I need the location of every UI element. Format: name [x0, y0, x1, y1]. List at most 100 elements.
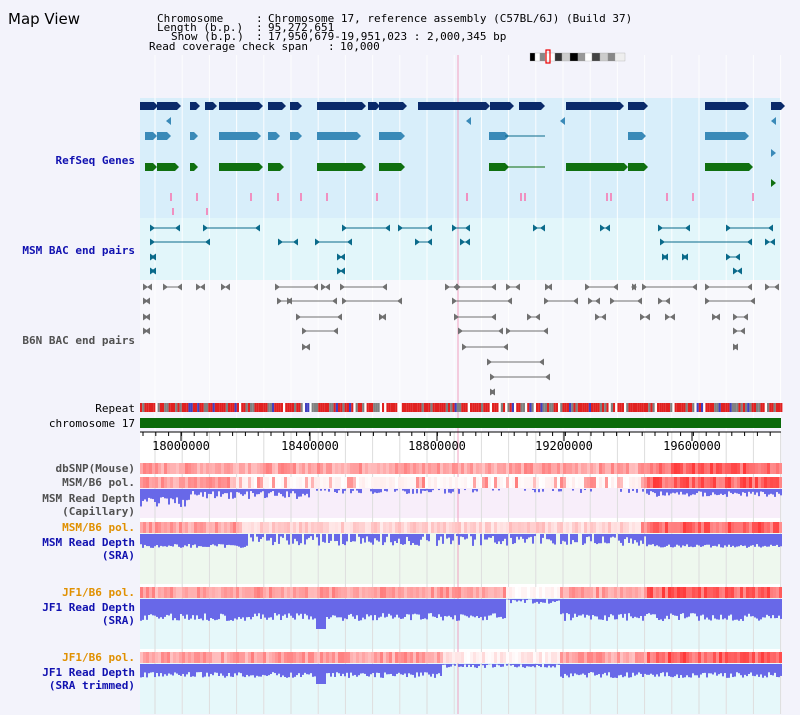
jf1-trim-depth-bar [526, 664, 528, 667]
msm-b6-pol-segment [296, 477, 299, 488]
jf1-b6-pol-segment [299, 652, 302, 663]
msm-b6-pol-segment [665, 477, 668, 488]
msm-cap-depth-bar [688, 489, 690, 497]
repeat-segment [291, 403, 294, 412]
msm-b6-pol-segment [455, 522, 458, 533]
repeat-segment [192, 403, 195, 412]
msm-b6-pol-segment [521, 477, 524, 488]
track-label-msm-bac[interactable]: MSM BAC end pairs [22, 244, 135, 257]
msm-b6-pol-segment [647, 477, 650, 488]
dbsnp-segment [506, 463, 509, 474]
jf1-trim-depth-bar [704, 664, 706, 673]
msm-b6-pol-segment [638, 522, 641, 533]
jf1-b6-pol-segment [779, 652, 782, 663]
jf1-trim-depth-bar [758, 664, 760, 677]
refseq-gene [190, 132, 194, 140]
b6n-bac-pair-end [642, 283, 647, 291]
repeat-segment [311, 403, 314, 412]
repeat-segment [767, 403, 770, 412]
axis-tick-label: 19200000 [535, 439, 593, 453]
msm-b6-pol-segment [578, 522, 581, 533]
jf1-b6-pol-segment [419, 652, 422, 663]
track-label-msm-b6-pol-2[interactable]: MSM/B6 pol. [62, 521, 135, 534]
jf1-trim-depth-bar [764, 664, 766, 676]
msm-b6-pol-segment [590, 477, 593, 488]
dbsnp-segment [680, 463, 683, 474]
jf1-sra-depth-bar [690, 599, 692, 614]
track-label-jf1-depth-sra-1[interactable]: JF1 Read Depth [42, 601, 135, 614]
repeat-segment [450, 403, 453, 412]
b6n-bac-pair-end [490, 373, 495, 381]
jf1-sra-depth-bar [700, 599, 702, 616]
jf1-trim-depth-bar [778, 664, 780, 678]
track-label-msm-depth-sra-1[interactable]: MSM Read Depth [42, 536, 135, 549]
track-label-jf1-b6-pol-2[interactable]: JF1/B6 pol. [62, 651, 135, 664]
jf1-trim-depth-bar [760, 664, 762, 675]
repeat-segment [289, 403, 292, 412]
jf1-b6-pol-segment [539, 587, 542, 598]
jf1-b6-pol-segment [602, 652, 605, 663]
repeat-segment [184, 403, 187, 412]
msm-bac-pair-end [205, 238, 210, 246]
msm-bac-pair-end [427, 224, 432, 232]
dbsnp-segment [722, 463, 725, 474]
jf1-sra-depth-bar [536, 599, 538, 602]
track-label-jf1-b6-pol-1[interactable]: JF1/B6 pol. [62, 586, 135, 599]
msm-cap-depth-bar [720, 489, 722, 494]
jf1-b6-pol-segment [407, 652, 410, 663]
msm-b6-pol-segment [191, 477, 194, 488]
dbsnp-segment [476, 463, 479, 474]
jf1-trim-depth-bar [284, 664, 286, 677]
msm-b6-pol-segment [446, 477, 449, 488]
track-label-msm-b6-pol-1[interactable]: MSM/B6 pol. [62, 476, 135, 489]
msm-sra-depth-bar [466, 534, 468, 539]
jf1-b6-pol-segment [266, 652, 269, 663]
b6n-bac-pair-end [287, 297, 292, 305]
jf1-b6-pol-segment [746, 652, 749, 663]
msm-sra-depth-bar [336, 534, 338, 541]
msm-b6-pol-segment [143, 477, 146, 488]
jf1-trim-depth-bar [616, 664, 618, 678]
jf1-b6-pol-segment [578, 652, 581, 663]
track-label-refseq[interactable]: RefSeq Genes [55, 154, 135, 167]
refseq-gene-arrow [644, 163, 648, 171]
track-label-b6n-bac[interactable]: B6N BAC end pairs [22, 334, 135, 347]
jf1-sra-depth-bar [322, 599, 324, 629]
jf1-b6-pol-segment [638, 652, 641, 663]
msm-sra-depth-bar [420, 534, 422, 540]
jf1-sra-depth-bar [670, 599, 672, 614]
jf1-trim-depth-bar [774, 664, 776, 673]
jf1-sra-depth-bar [460, 599, 462, 615]
jf1-sra-depth-bar [346, 599, 348, 620]
msm-b6-pol-segment [206, 477, 209, 488]
jf1-b6-pol-segment [647, 587, 650, 598]
msm-sra-depth-bar [608, 534, 610, 544]
b6n-bac-pair-end [221, 283, 226, 291]
jf1-trim-depth-bar [740, 664, 742, 676]
repeat-segment [762, 403, 765, 412]
jf1-sra-depth-bar [610, 599, 612, 615]
jf1-sra-depth-bar [712, 599, 714, 616]
track-label-dbsnp[interactable]: dbSNP(Mouse) [55, 462, 135, 475]
msm-b6-pol-segment [722, 522, 725, 533]
jf1-sra-depth-bar [336, 599, 338, 618]
msm-cap-depth-bar [736, 489, 738, 494]
jf1-b6-pol-segment [566, 652, 569, 663]
msm-b6-pol-segment [500, 522, 503, 533]
msm-cap-depth-bar [656, 489, 658, 497]
jf1-b6-pol-segment [416, 652, 419, 663]
track-label-msm-depth-cap-1[interactable]: MSM Read Depth [42, 492, 135, 505]
jf1-sra-depth-bar [274, 599, 276, 614]
msm-bac-pair-end [465, 238, 470, 246]
track-label-jf1-depth-trim-1[interactable]: JF1 Read Depth [42, 666, 135, 679]
msm-b6-pol-segment [524, 522, 527, 533]
msm-b6-pol-segment [140, 477, 143, 488]
jf1-trim-depth-bar [416, 664, 418, 673]
msm-b6-pol-segment [188, 522, 191, 533]
msm-cap-depth-bar [396, 489, 398, 491]
msm-sra-depth-bar [298, 534, 300, 546]
jf1-trim-depth-bar [280, 664, 282, 678]
jf1-trim-depth-bar [658, 664, 660, 677]
jf1-b6-pol-segment [632, 587, 635, 598]
